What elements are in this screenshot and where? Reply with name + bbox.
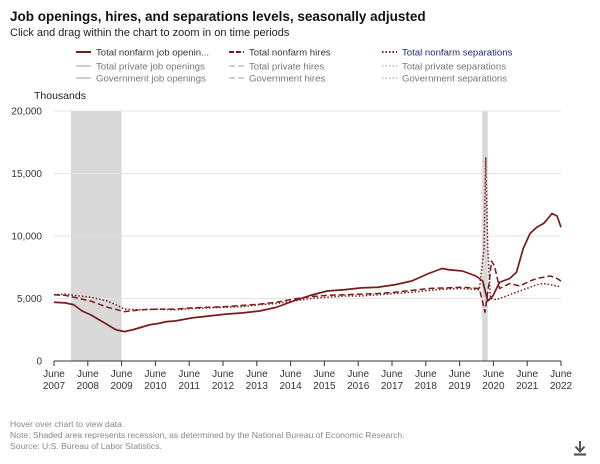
- series-lines[interactable]: [53, 156, 562, 333]
- legend-item[interactable]: Total private hires: [229, 62, 324, 73]
- x-tick-label: June 2010: [144, 369, 167, 392]
- y-tick-label: 15,000: [11, 169, 42, 180]
- hover-hint: Hover over chart to view data.: [10, 419, 125, 429]
- y-tick-label: 20,000: [11, 107, 42, 118]
- series-line[interactable]: [53, 212, 562, 333]
- legend-item[interactable]: Total nonfarm separations: [382, 48, 513, 59]
- y-tick-label: 10,000: [11, 232, 42, 243]
- legend-item[interactable]: Total private job openings: [76, 62, 205, 73]
- legend-label: Government hires: [249, 74, 325, 85]
- y-tick-label: 5,000: [17, 294, 42, 305]
- x-tick-label: June 2021: [516, 369, 539, 392]
- y-tick-label: 0: [36, 357, 42, 368]
- legend-label: Total private job openings: [96, 62, 205, 73]
- legend: Total nonfarm job openin... Total nonfarm…: [76, 48, 513, 85]
- x-tick-label: June 2014: [279, 369, 302, 392]
- chart-title: Job openings, hires, and separations lev…: [10, 9, 426, 24]
- x-tick-label: June 2016: [347, 369, 370, 392]
- legend-item[interactable]: Government job openings: [76, 74, 206, 85]
- legend-label: Government job openings: [96, 74, 206, 85]
- legend-item[interactable]: Total nonfarm hires: [229, 48, 331, 59]
- axes: 0 5,000 10,000 15,000 20,000 Thousands June 200…: [11, 90, 572, 392]
- series-line[interactable]: [53, 260, 562, 313]
- download-icon[interactable]: [570, 438, 590, 458]
- x-tick-label: June 2013: [246, 369, 269, 392]
- chart-subtitle: Click and drag within the chart to zoom …: [10, 27, 290, 39]
- legend-label: Government separations: [402, 74, 507, 85]
- series-line[interactable]: [53, 156, 562, 311]
- footnotes: Hover over chart to view data. Note: Sha…: [10, 419, 405, 452]
- x-tick-label: June 2018: [415, 369, 438, 392]
- legend-label: Total private separations: [402, 62, 506, 73]
- x-tick-label: June 2007: [43, 369, 66, 392]
- x-tick-label: June 2022: [550, 369, 573, 392]
- legend-label: Total nonfarm separations: [402, 48, 513, 59]
- x-tick-label: June 2009: [110, 369, 133, 392]
- x-tick-label: June 2015: [313, 369, 336, 392]
- x-tick-label: June 2020: [482, 369, 505, 392]
- legend-label: Total nonfarm job openin...: [96, 48, 209, 59]
- x-tick-label: June 2012: [212, 369, 235, 392]
- legend-label: Total private hires: [249, 62, 324, 73]
- x-tick-label: June 2017: [381, 369, 404, 392]
- legend-label: Total nonfarm hires: [249, 48, 331, 59]
- legend-item[interactable]: Government separations: [382, 74, 507, 85]
- source-note: Source: U.S. Bureau of Labor Statistics.: [10, 441, 162, 451]
- x-tick-label: June 2008: [77, 369, 100, 392]
- x-tick-label: June 2011: [178, 369, 200, 392]
- line-chart[interactable]: Total nonfarm job openin... Total nonfarm…: [0, 0, 600, 418]
- recession-note: Note: Shaded area represents recession, …: [10, 430, 405, 440]
- x-tick-label: June 2019: [448, 369, 471, 392]
- legend-item[interactable]: Total private separations: [382, 62, 506, 73]
- y-axis-label: Thousands: [34, 90, 86, 102]
- legend-item[interactable]: Government hires: [229, 74, 325, 85]
- legend-item[interactable]: Total nonfarm job openin...: [76, 48, 209, 59]
